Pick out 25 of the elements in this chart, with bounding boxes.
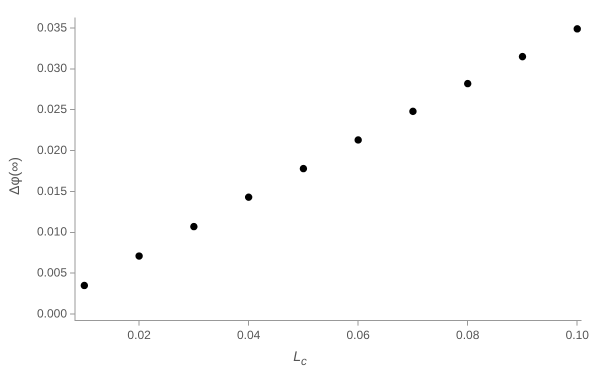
y-tick-label: 0.015: [37, 184, 68, 198]
y-tick-label: 0.035: [37, 20, 68, 34]
y-tick-label: 0.030: [37, 61, 68, 76]
point: [409, 108, 417, 116]
x-tick-label: 0.08: [456, 328, 480, 342]
x-tick-label: 0.10: [566, 328, 590, 342]
y-tick-label: 0.000: [37, 306, 68, 320]
point: [574, 25, 581, 33]
x-tick-label: 0.06: [346, 328, 370, 342]
y-tick-label: 0.020: [37, 142, 68, 157]
x-axis-title: L$_{c}$: [292, 348, 308, 368]
point: [300, 164, 308, 172]
y-tick-label: 0.025: [37, 102, 68, 116]
point: [80, 282, 88, 290]
point: [135, 252, 143, 260]
point: [354, 136, 362, 144]
point: [244, 193, 252, 201]
y-axis-title: Δφ(∞): [6, 156, 22, 197]
y-tick-label: 0.005: [37, 266, 68, 280]
point: [464, 80, 472, 88]
point: [190, 222, 198, 230]
y-tick-label: 0.010: [37, 224, 68, 239]
point: [518, 52, 526, 60]
x-tick-label: 0.02: [127, 328, 152, 342]
x-tick-label: 0.04: [236, 328, 261, 342]
